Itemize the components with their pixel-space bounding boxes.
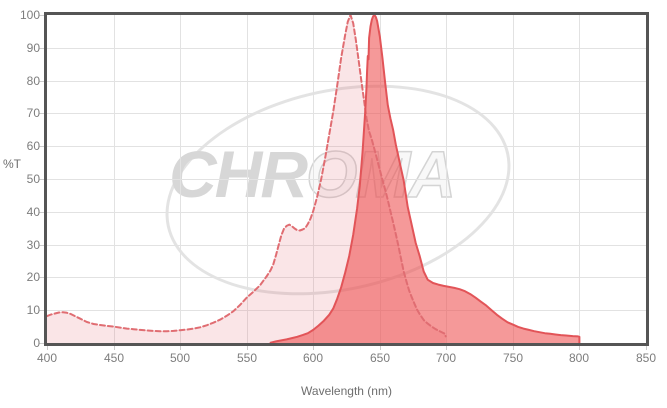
x-tick-label: 650 [369,351,391,365]
x-tick-label: 450 [103,351,125,365]
y-tick-mark [39,277,44,278]
y-tick-label: 20 [26,270,40,284]
y-tick-label: 40 [26,205,40,219]
y-tick-mark [39,15,44,16]
excitation-curve-line [47,15,447,338]
x-tick-mark [247,346,248,350]
emission-curve-fill [270,15,580,343]
x-tick-label: 750 [502,351,524,365]
y-tick-label: 0 [33,336,40,350]
y-tick-mark [39,245,44,246]
spectra-plot-svg [47,15,646,343]
x-tick-label: 850 [635,351,657,365]
y-axis-title: %T [3,157,21,171]
x-axis-title: Wavelength (nm) [301,384,392,398]
y-tick-mark [39,48,44,49]
x-tick-label: 400 [36,351,58,365]
excitation-curve-fill [47,15,446,343]
plot-area: CHROMA [44,12,649,346]
x-tick-mark [47,346,48,350]
y-tick-label: 30 [26,238,40,252]
y-tick-label: 80 [26,74,40,88]
y-tick-label: 60 [26,139,40,153]
y-tick-mark [39,113,44,114]
x-tick-mark [646,346,647,350]
x-tick-label: 800 [568,351,590,365]
y-tick-mark [39,310,44,311]
y-tick-label: 10 [26,303,40,317]
x-tick-mark [380,346,381,350]
x-tick-mark [513,346,514,350]
x-tick-mark [114,346,115,350]
y-tick-label: 90 [26,41,40,55]
y-tick-mark [39,146,44,147]
x-tick-mark [446,346,447,350]
y-tick-mark [39,212,44,213]
x-tick-label: 600 [302,351,324,365]
y-tick-label: 70 [26,106,40,120]
y-tick-mark [39,81,44,82]
x-tick-label: 700 [435,351,457,365]
x-tick-label: 500 [169,351,191,365]
y-tick-mark [39,343,44,344]
watermark-text-solid: CHR [169,137,308,211]
y-tick-mark [39,179,44,180]
x-tick-mark [180,346,181,350]
y-tick-label: 50 [26,172,40,186]
y-tick-label: 100 [19,8,40,22]
x-tick-mark [579,346,580,350]
x-tick-mark [313,346,314,350]
x-tick-label: 550 [236,351,258,365]
emission-curve-line [269,15,581,343]
